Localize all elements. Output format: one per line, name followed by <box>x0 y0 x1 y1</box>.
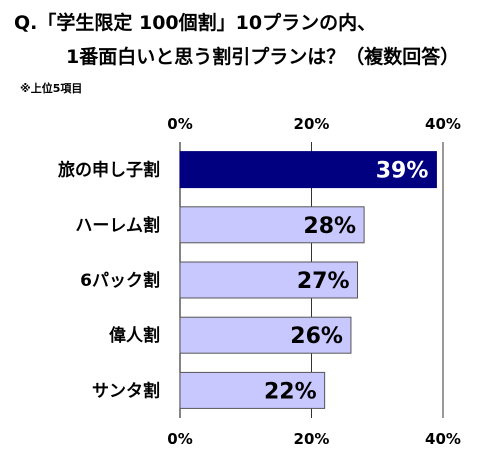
chart-note: ※上位5項目 <box>20 82 83 95</box>
bar-0 <box>179 151 437 189</box>
value-label: 27% <box>297 269 350 294</box>
tick-label-bottom: 40% <box>425 430 461 448</box>
category-label: サンタ割 <box>92 380 160 401</box>
bar-2 <box>179 261 359 299</box>
category-label: 旅の申し子割 <box>58 160 160 181</box>
tick-label-bottom: 0% <box>167 430 192 448</box>
value-label: 22% <box>264 379 317 404</box>
category-label: 6パック割 <box>80 270 160 291</box>
value-label: 39% <box>376 159 429 184</box>
value-label: 28% <box>303 214 356 239</box>
bars <box>179 151 437 409</box>
tick-label-bottom: 20% <box>294 430 330 448</box>
chart-title-line-2: 1番面白いと思う割引プランは？（複数回答） <box>66 46 460 68</box>
value-label: 26% <box>290 324 343 349</box>
bar-3 <box>179 316 352 354</box>
chart-title-line-1: Q.「学生限定 100個割」10プランの内、 <box>14 12 377 34</box>
bar-1 <box>179 206 365 244</box>
tick-label-top: 40% <box>425 115 461 133</box>
tick-label-top: 20% <box>294 115 330 133</box>
value-labels: 39% 28% 27% 26% 22% <box>264 159 428 405</box>
category-label: ハーレム割 <box>75 215 160 236</box>
bar-4 <box>179 371 326 409</box>
tick-label-top: 0% <box>167 115 192 133</box>
tick-labels-top: 0% 20% 40% <box>167 115 461 133</box>
category-label: 偉人割 <box>109 325 160 346</box>
tick-labels-bottom: 0% 20% 40% <box>167 430 461 448</box>
